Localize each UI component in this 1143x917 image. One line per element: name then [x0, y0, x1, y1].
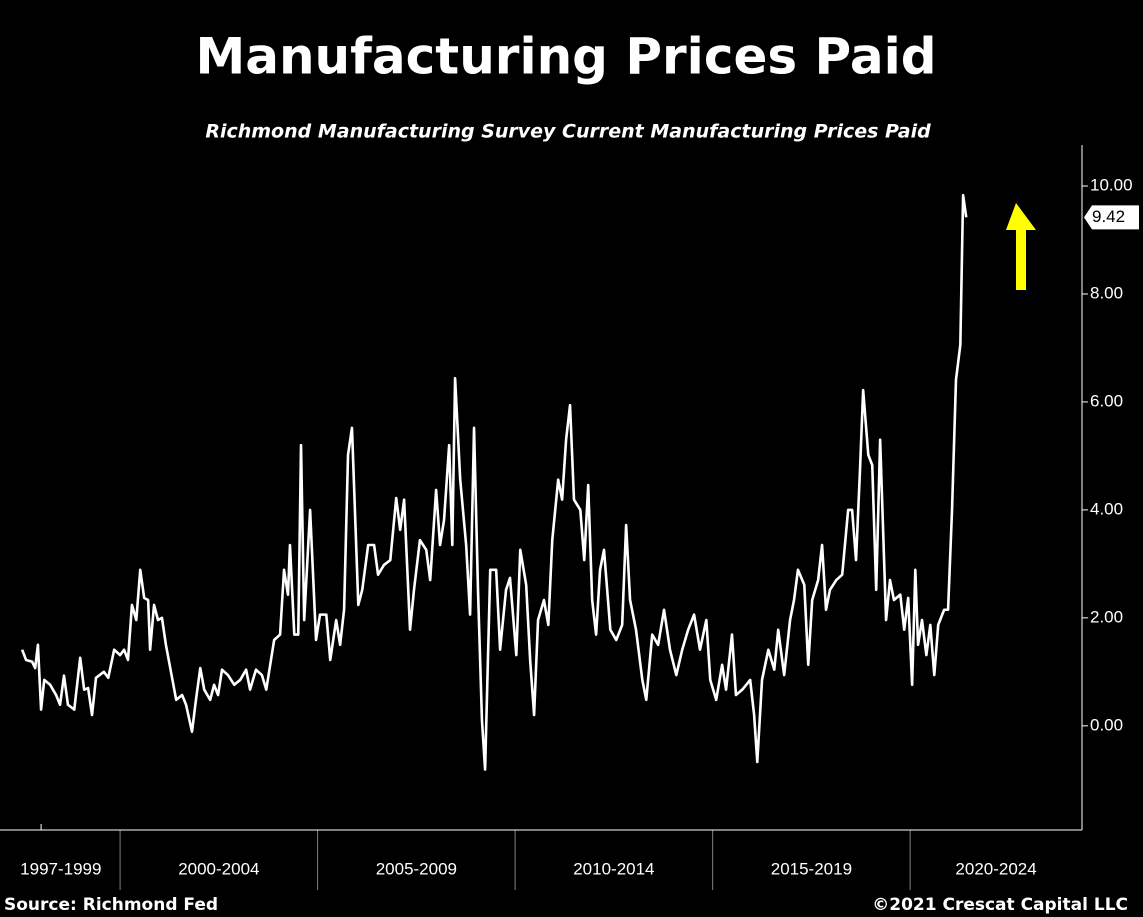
x-period-label: 1997-1999 — [20, 859, 101, 878]
x-period-label: 2000-2004 — [178, 859, 259, 878]
y-tick-label: 8.00 — [1090, 283, 1123, 302]
credit: ©2021 Crescat Capital LLC — [872, 895, 1128, 915]
y-tick-label: 4.00 — [1090, 499, 1123, 518]
y-tick-label: 10.00 — [1090, 176, 1133, 195]
chart-title: Manufacturing Prices Paid — [195, 28, 936, 86]
y-tick-label: 6.00 — [1090, 391, 1123, 410]
last-value-label: 9.42 — [1092, 207, 1125, 226]
x-period-label: 2020-2024 — [955, 859, 1036, 878]
source: Source: Richmond Fed — [4, 895, 218, 915]
up-arrow — [1006, 203, 1036, 290]
y-tick-label: 2.00 — [1090, 607, 1123, 626]
y-tick-label: 0.00 — [1090, 715, 1123, 734]
x-period-label: 2015-2019 — [771, 859, 852, 878]
chart-subtitle: Richmond Manufacturing Survey Current Ma… — [205, 121, 931, 143]
x-period-label: 2010-2014 — [573, 859, 654, 878]
price-line — [20, 193, 968, 771]
x-period-label: 2005-2009 — [376, 859, 457, 878]
last-value-tag — [1084, 205, 1139, 230]
